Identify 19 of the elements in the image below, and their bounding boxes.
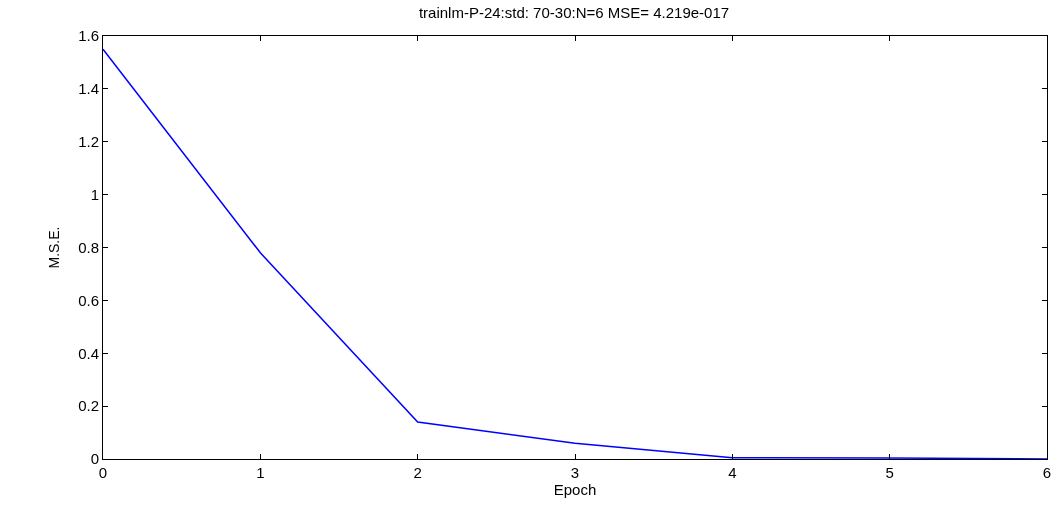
y-tick-label: 0.8 (78, 238, 99, 256)
y-axis-title: M.S.E. (45, 226, 62, 269)
x-tick-label: 1 (256, 464, 265, 481)
x-axis-title: Epoch (553, 481, 597, 498)
y-tick-label: 1.2 (78, 133, 99, 150)
y-tick-label: 0 (90, 450, 99, 468)
y-tick-label: 0.4 (78, 344, 99, 362)
y-tick-label: 1.4 (78, 80, 99, 98)
y-tick-label: 1.6 (78, 27, 99, 45)
line-series (103, 48, 1047, 459)
y-tick-label: 0.2 (78, 397, 99, 415)
chart-title: trainlm-P-24:std: 70-30:N=6 MSE= 4.219e-017 (418, 4, 730, 22)
x-tick-label: 4 (728, 464, 737, 481)
y-tick-label: 1 (90, 185, 99, 203)
x-tick-label: 3 (570, 464, 580, 481)
y-tick-label: 0.6 (78, 291, 99, 309)
x-tick-label: 5 (885, 464, 894, 481)
x-tick-label: 2 (413, 464, 422, 481)
x-tick-label: 6 (1042, 464, 1052, 481)
